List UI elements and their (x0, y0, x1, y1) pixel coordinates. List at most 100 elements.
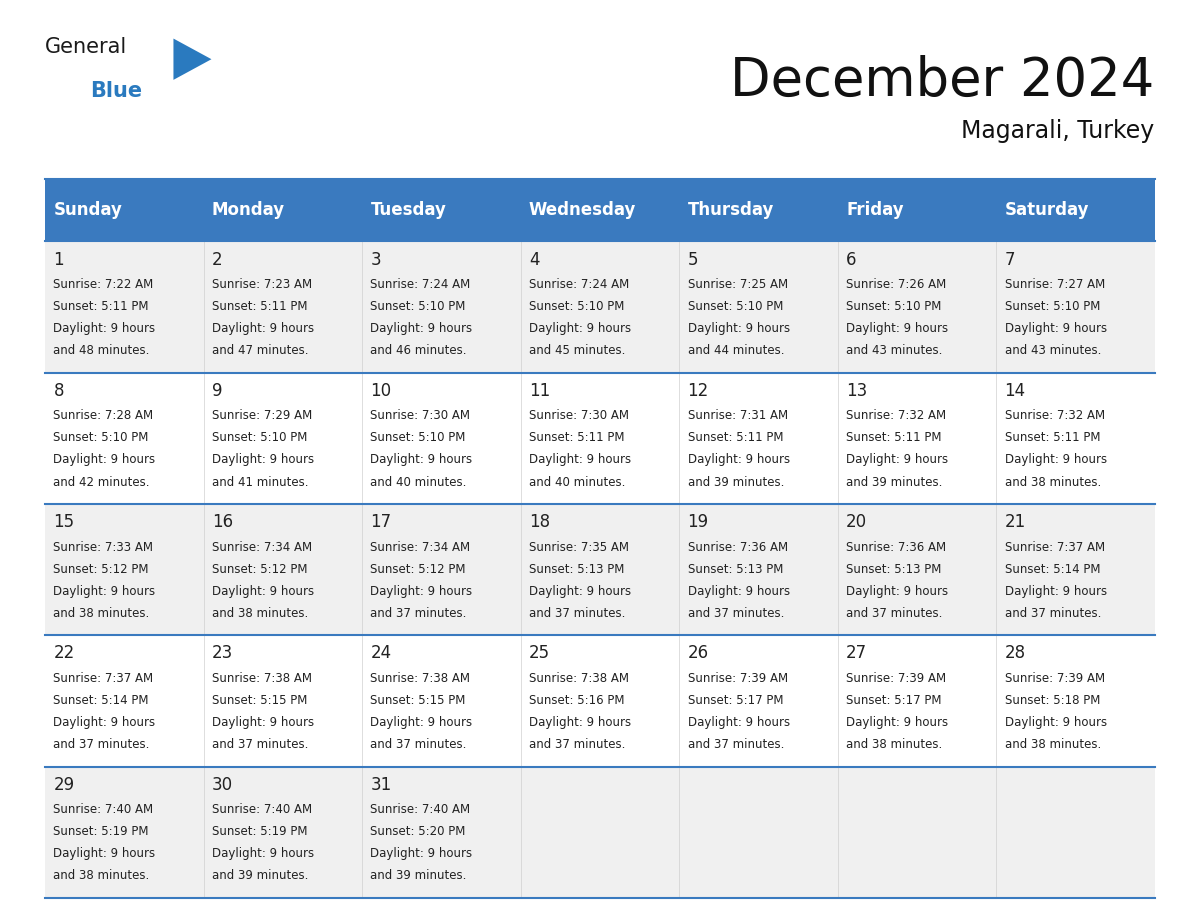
Text: and 37 minutes.: and 37 minutes. (211, 738, 309, 751)
Text: Friday: Friday (846, 201, 904, 219)
Text: and 40 minutes.: and 40 minutes. (371, 476, 467, 488)
Text: Daylight: 9 hours: Daylight: 9 hours (1005, 453, 1107, 466)
Text: Sunset: 5:11 PM: Sunset: 5:11 PM (53, 300, 148, 313)
Text: Sunset: 5:10 PM: Sunset: 5:10 PM (371, 300, 466, 313)
Text: and 37 minutes.: and 37 minutes. (688, 607, 784, 620)
Text: and 37 minutes.: and 37 minutes. (371, 738, 467, 751)
Text: Daylight: 9 hours: Daylight: 9 hours (371, 847, 473, 860)
Text: Sunset: 5:18 PM: Sunset: 5:18 PM (1005, 694, 1100, 707)
Text: Sunset: 5:17 PM: Sunset: 5:17 PM (688, 694, 783, 707)
Text: Tuesday: Tuesday (371, 201, 447, 219)
Text: Sunrise: 7:28 AM: Sunrise: 7:28 AM (53, 409, 153, 422)
Text: and 37 minutes.: and 37 minutes. (53, 738, 150, 751)
Text: Sunrise: 7:37 AM: Sunrise: 7:37 AM (53, 672, 153, 685)
Text: Sunrise: 7:40 AM: Sunrise: 7:40 AM (371, 803, 470, 816)
Text: and 41 minutes.: and 41 minutes. (211, 476, 309, 488)
Text: 11: 11 (529, 382, 550, 400)
Text: Daylight: 9 hours: Daylight: 9 hours (53, 322, 156, 335)
Text: and 45 minutes.: and 45 minutes. (529, 344, 625, 357)
Text: Sunrise: 7:29 AM: Sunrise: 7:29 AM (211, 409, 312, 422)
Text: and 38 minutes.: and 38 minutes. (1005, 738, 1101, 751)
Text: and 39 minutes.: and 39 minutes. (688, 476, 784, 488)
Text: Saturday: Saturday (1005, 201, 1089, 219)
Text: Sunrise: 7:22 AM: Sunrise: 7:22 AM (53, 278, 153, 291)
Text: Sunrise: 7:23 AM: Sunrise: 7:23 AM (211, 278, 312, 291)
Text: Blue: Blue (90, 81, 143, 101)
Text: 28: 28 (1005, 644, 1025, 663)
Text: Sunrise: 7:24 AM: Sunrise: 7:24 AM (371, 278, 470, 291)
Text: Sunset: 5:10 PM: Sunset: 5:10 PM (529, 300, 625, 313)
Text: 10: 10 (371, 382, 392, 400)
Text: Daylight: 9 hours: Daylight: 9 hours (688, 716, 790, 729)
Text: Daylight: 9 hours: Daylight: 9 hours (211, 585, 314, 598)
Text: 8: 8 (53, 382, 64, 400)
Text: and 38 minutes.: and 38 minutes. (846, 738, 942, 751)
Text: Daylight: 9 hours: Daylight: 9 hours (211, 716, 314, 729)
Text: and 37 minutes.: and 37 minutes. (846, 607, 942, 620)
Text: Sunrise: 7:26 AM: Sunrise: 7:26 AM (846, 278, 947, 291)
Text: Daylight: 9 hours: Daylight: 9 hours (529, 585, 631, 598)
Text: Sunday: Sunday (53, 201, 122, 219)
Text: Daylight: 9 hours: Daylight: 9 hours (1005, 322, 1107, 335)
Text: and 37 minutes.: and 37 minutes. (529, 738, 625, 751)
Text: Daylight: 9 hours: Daylight: 9 hours (688, 585, 790, 598)
Text: 30: 30 (211, 776, 233, 794)
Text: 27: 27 (846, 644, 867, 663)
Text: Sunset: 5:16 PM: Sunset: 5:16 PM (529, 694, 625, 707)
Text: 18: 18 (529, 513, 550, 532)
Text: Sunset: 5:10 PM: Sunset: 5:10 PM (846, 300, 941, 313)
Text: 13: 13 (846, 382, 867, 400)
Text: Sunset: 5:12 PM: Sunset: 5:12 PM (53, 563, 148, 576)
Text: December 2024: December 2024 (731, 55, 1155, 107)
Text: Daylight: 9 hours: Daylight: 9 hours (53, 847, 156, 860)
Text: 12: 12 (688, 382, 709, 400)
Text: 2: 2 (211, 251, 222, 269)
Text: Daylight: 9 hours: Daylight: 9 hours (846, 453, 948, 466)
Text: Daylight: 9 hours: Daylight: 9 hours (53, 453, 156, 466)
Text: Sunset: 5:10 PM: Sunset: 5:10 PM (211, 431, 308, 444)
Text: Sunrise: 7:37 AM: Sunrise: 7:37 AM (1005, 541, 1105, 554)
Text: Daylight: 9 hours: Daylight: 9 hours (846, 585, 948, 598)
Text: and 38 minutes.: and 38 minutes. (1005, 476, 1101, 488)
Text: 23: 23 (211, 644, 233, 663)
Bar (45, 504, 1155, 635)
Text: and 37 minutes.: and 37 minutes. (371, 607, 467, 620)
Text: Daylight: 9 hours: Daylight: 9 hours (1005, 585, 1107, 598)
Bar (45, 241, 1155, 373)
Text: and 40 minutes.: and 40 minutes. (529, 476, 625, 488)
Text: Sunset: 5:10 PM: Sunset: 5:10 PM (688, 300, 783, 313)
Text: Sunset: 5:10 PM: Sunset: 5:10 PM (371, 431, 466, 444)
Text: and 43 minutes.: and 43 minutes. (846, 344, 942, 357)
Text: Sunset: 5:11 PM: Sunset: 5:11 PM (529, 431, 625, 444)
Text: Sunrise: 7:33 AM: Sunrise: 7:33 AM (53, 541, 153, 554)
Text: Daylight: 9 hours: Daylight: 9 hours (846, 716, 948, 729)
Text: Sunset: 5:17 PM: Sunset: 5:17 PM (846, 694, 942, 707)
Text: Daylight: 9 hours: Daylight: 9 hours (688, 453, 790, 466)
Text: 17: 17 (371, 513, 392, 532)
Text: Sunset: 5:13 PM: Sunset: 5:13 PM (529, 563, 625, 576)
Text: Sunrise: 7:36 AM: Sunrise: 7:36 AM (846, 541, 946, 554)
Text: Monday: Monday (211, 201, 285, 219)
Bar (45, 179, 1155, 241)
Text: Sunset: 5:11 PM: Sunset: 5:11 PM (688, 431, 783, 444)
Bar (45, 767, 1155, 898)
Text: Sunset: 5:13 PM: Sunset: 5:13 PM (688, 563, 783, 576)
Text: Sunrise: 7:36 AM: Sunrise: 7:36 AM (688, 541, 788, 554)
Text: Daylight: 9 hours: Daylight: 9 hours (688, 322, 790, 335)
Text: and 46 minutes.: and 46 minutes. (371, 344, 467, 357)
Text: 6: 6 (846, 251, 857, 269)
Text: 25: 25 (529, 644, 550, 663)
Text: 29: 29 (53, 776, 75, 794)
Text: 20: 20 (846, 513, 867, 532)
Text: Daylight: 9 hours: Daylight: 9 hours (53, 716, 156, 729)
Text: Daylight: 9 hours: Daylight: 9 hours (211, 453, 314, 466)
Text: 24: 24 (371, 644, 392, 663)
Text: General: General (45, 37, 127, 57)
Text: and 39 minutes.: and 39 minutes. (846, 476, 942, 488)
Text: Sunrise: 7:39 AM: Sunrise: 7:39 AM (688, 672, 788, 685)
Text: Sunset: 5:12 PM: Sunset: 5:12 PM (371, 563, 466, 576)
Text: Sunset: 5:11 PM: Sunset: 5:11 PM (1005, 431, 1100, 444)
Text: and 44 minutes.: and 44 minutes. (688, 344, 784, 357)
Text: 15: 15 (53, 513, 75, 532)
Text: 1: 1 (53, 251, 64, 269)
